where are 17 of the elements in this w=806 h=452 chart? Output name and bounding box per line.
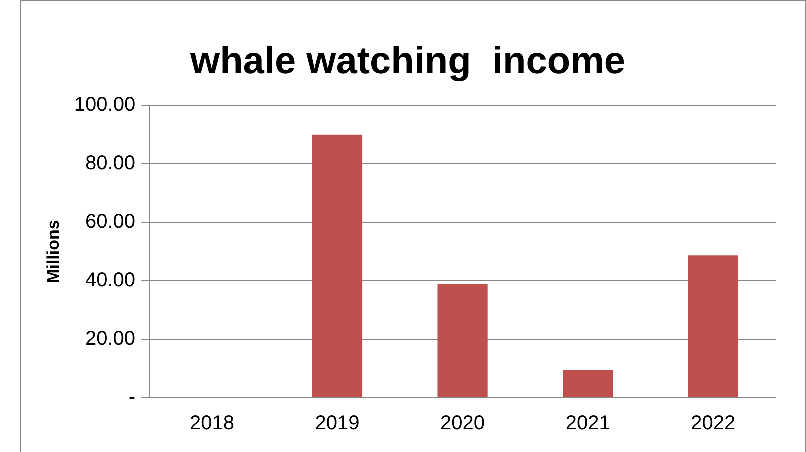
- x-tick-label: 2022: [691, 412, 736, 435]
- y-tick-label: 60.00: [86, 211, 136, 234]
- x-tick-label: 2018: [190, 412, 234, 435]
- bar: [688, 256, 738, 398]
- y-axis-title: Millions: [44, 220, 63, 284]
- bar: [312, 134, 363, 398]
- y-tick-label: 80.00: [86, 152, 136, 175]
- x-tick-label: 2019: [315, 412, 360, 435]
- bar: [563, 370, 614, 398]
- y-tick-label: -: [128, 386, 136, 409]
- y-tick-label: 40.00: [86, 270, 136, 292]
- y-tick-label: 20.00: [86, 328, 136, 350]
- chart-title: whale watching income: [190, 40, 626, 82]
- x-tick-label: 2020: [440, 412, 486, 435]
- bar: [438, 284, 488, 398]
- x-tick-label: 2021: [566, 412, 610, 435]
- y-tick-label: 100.00: [74, 94, 136, 116]
